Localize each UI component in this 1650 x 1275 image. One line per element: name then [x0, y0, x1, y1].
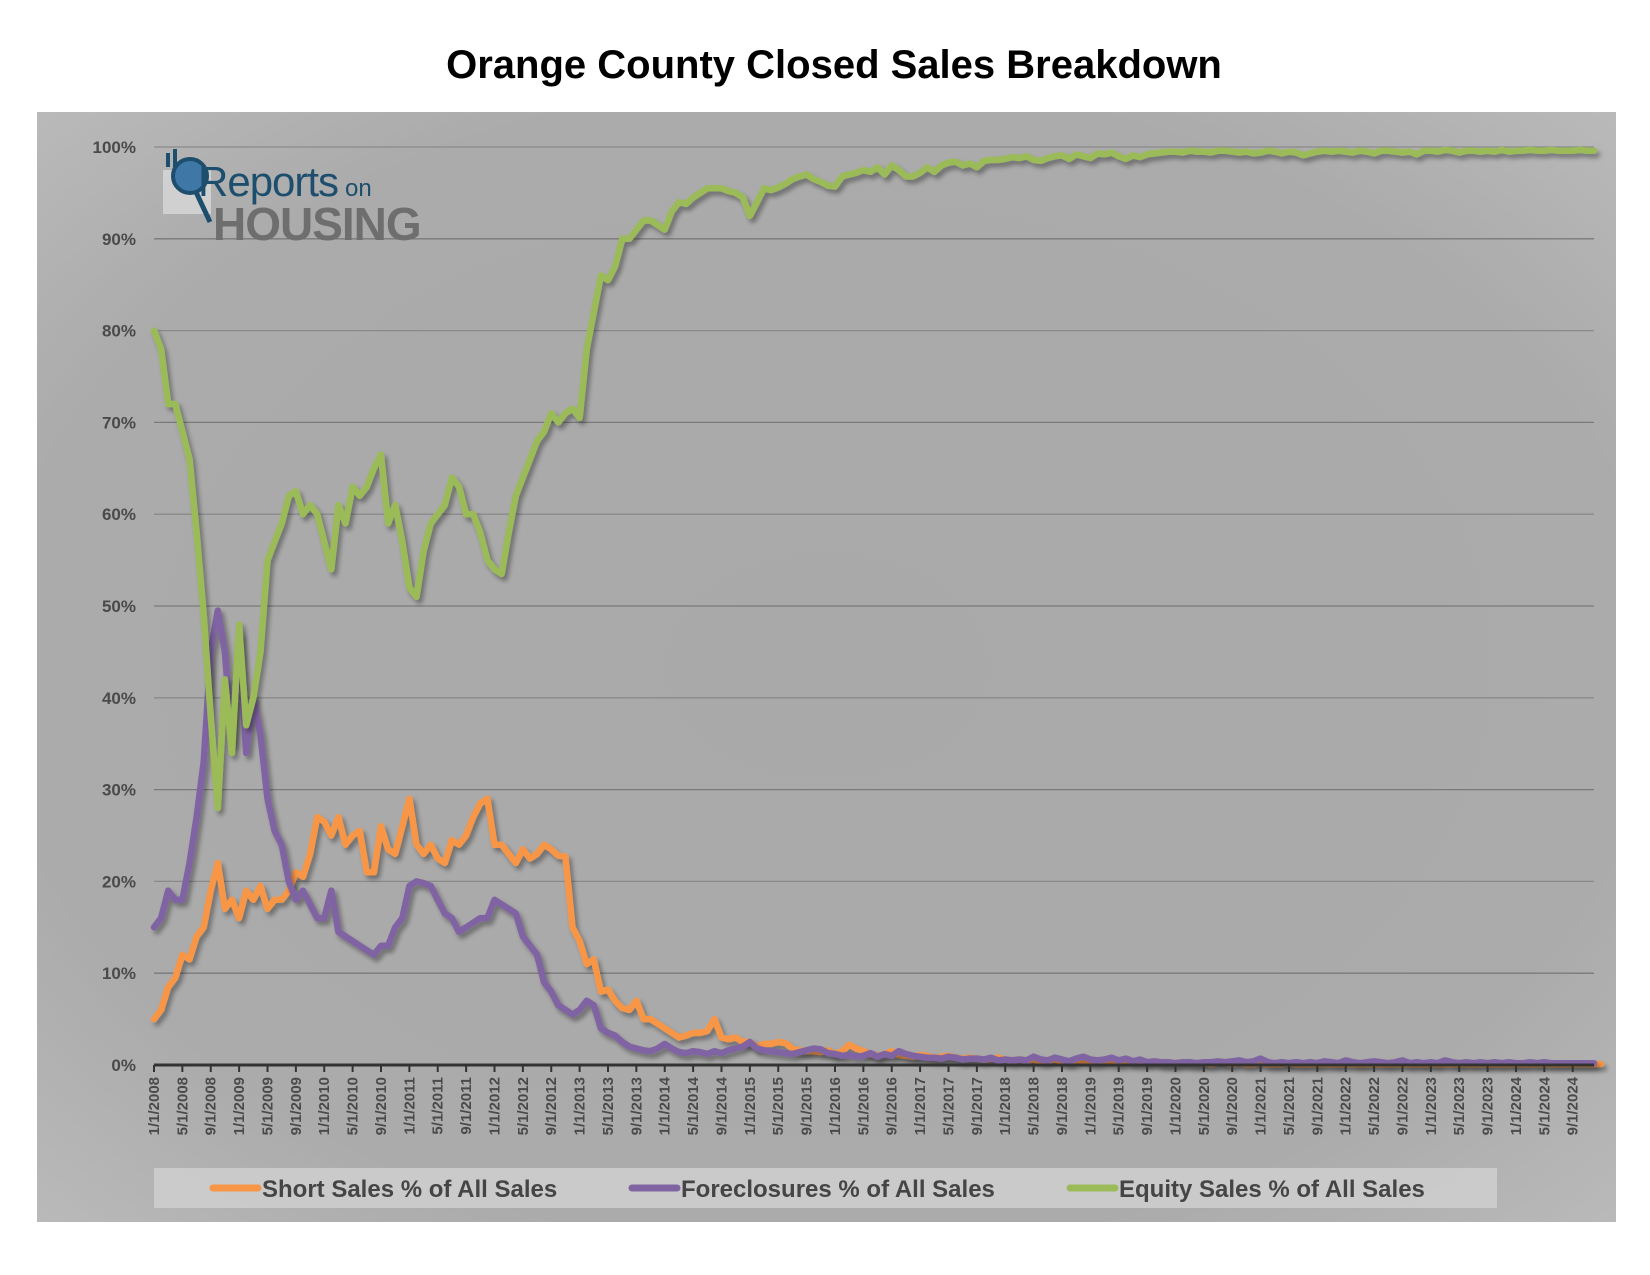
legend-label: Equity Sales % of All Sales — [1119, 1176, 1425, 1203]
x-tick-label: 5/1/2023 — [1451, 1077, 1468, 1135]
y-tick-label: 90% — [102, 230, 136, 249]
x-tick-label: 1/1/2011 — [401, 1077, 418, 1135]
x-tick-label: 5/1/2022 — [1366, 1077, 1383, 1135]
x-tick-label: 5/1/2008 — [174, 1077, 191, 1135]
x-tick-label: 9/1/2015 — [799, 1077, 816, 1135]
x-tick-label: 1/1/2022 — [1338, 1077, 1355, 1135]
x-tick-label: 5/1/2010 — [345, 1077, 362, 1135]
x-tick-label: 5/1/2021 — [1281, 1077, 1298, 1135]
x-tick-label: 9/1/2008 — [203, 1077, 220, 1135]
x-tick-label: 9/1/2021 — [1309, 1077, 1326, 1135]
x-tick-label: 5/1/2017 — [940, 1077, 957, 1135]
x-tick-label: 1/1/2019 — [1082, 1077, 1099, 1135]
x-tick-label: 1/1/2018 — [997, 1077, 1014, 1135]
x-tick-label: 1/1/2023 — [1423, 1077, 1440, 1135]
x-tick-label: 9/1/2018 — [1054, 1077, 1071, 1135]
x-tick-label: 9/1/2024 — [1565, 1076, 1582, 1135]
y-tick-label: 40% — [102, 689, 136, 708]
y-tick-label: 70% — [102, 413, 136, 432]
chart-title: Orange County Closed Sales Breakdown — [446, 43, 1222, 87]
x-tick-label: 9/1/2017 — [969, 1077, 986, 1135]
y-tick-label: 10% — [102, 964, 136, 983]
x-tick-label: 5/1/2012 — [515, 1077, 532, 1135]
x-tick-label: 1/1/2014 — [657, 1076, 674, 1135]
series-line-1 — [150, 607, 1598, 1067]
x-tick-label: 1/1/2013 — [572, 1077, 589, 1135]
x-tick-label: 1/1/2009 — [231, 1077, 248, 1135]
x-tick-label: 9/1/2013 — [628, 1077, 645, 1135]
x-tick-label: 9/1/2023 — [1480, 1077, 1497, 1135]
y-tick-label: 80% — [102, 322, 136, 341]
x-tick-label: 1/1/2024 — [1508, 1076, 1525, 1135]
x-tick-label: 9/1/2019 — [1139, 1077, 1156, 1135]
x-tick-label: 1/1/2012 — [486, 1077, 503, 1135]
y-tick-label: 100% — [93, 138, 136, 157]
x-tick-label: 5/1/2014 — [685, 1076, 702, 1135]
x-tick-label: 1/1/2015 — [742, 1077, 759, 1135]
chart-area — [37, 112, 1616, 1222]
x-tick-label: 1/1/2020 — [1167, 1077, 1184, 1135]
x-tick-label: 9/1/2012 — [543, 1077, 560, 1135]
y-tick-label: 50% — [102, 597, 136, 616]
x-tick-label: 9/1/2010 — [373, 1077, 390, 1135]
x-tick-label: 1/1/2021 — [1253, 1077, 1270, 1135]
x-tick-label: 1/1/2017 — [912, 1077, 929, 1135]
x-tick-label: 9/1/2014 — [713, 1076, 730, 1135]
legend-label: Foreclosures % of All Sales — [681, 1176, 995, 1203]
y-tick-label: 20% — [102, 872, 136, 891]
x-tick-label: 1/1/2016 — [827, 1077, 844, 1135]
x-tick-label: 9/1/2011 — [458, 1077, 475, 1135]
series-line-2 — [150, 146, 1598, 812]
x-tick-label: 5/1/2016 — [855, 1077, 872, 1135]
x-tick-label: 5/1/2011 — [430, 1077, 447, 1135]
x-tick-label: 5/1/2020 — [1196, 1077, 1213, 1135]
x-tick-label: 5/1/2009 — [259, 1077, 276, 1135]
x-tick-label: 5/1/2018 — [1026, 1077, 1043, 1135]
x-tick-label: 9/1/2009 — [288, 1077, 305, 1135]
x-tick-label: 5/1/2024 — [1536, 1076, 1553, 1135]
logo-reports: Reports — [198, 158, 338, 205]
x-tick-label: 5/1/2019 — [1111, 1077, 1128, 1135]
x-tick-label: 1/1/2010 — [316, 1077, 333, 1135]
legend: Short Sales % of All Sales Foreclosures %… — [154, 1168, 1497, 1208]
y-tick-label: 60% — [102, 505, 136, 524]
reports-on-housing-logo: Reports on HOUSING — [163, 149, 422, 250]
x-tick-label: 5/1/2013 — [600, 1077, 617, 1135]
y-tick-label: 0% — [111, 1056, 136, 1075]
x-tick-label: 5/1/2015 — [770, 1077, 787, 1135]
logo-on: on — [345, 175, 372, 202]
logo-housing: HOUSING — [213, 198, 421, 250]
x-tick-label: 9/1/2016 — [884, 1077, 901, 1135]
legend-label: Short Sales % of All Sales — [262, 1176, 557, 1203]
x-tick-label: 9/1/2020 — [1224, 1077, 1241, 1135]
x-tick-label: 1/1/2008 — [146, 1077, 163, 1135]
x-tick-label: 9/1/2022 — [1394, 1077, 1411, 1135]
y-tick-label: 30% — [102, 781, 136, 800]
